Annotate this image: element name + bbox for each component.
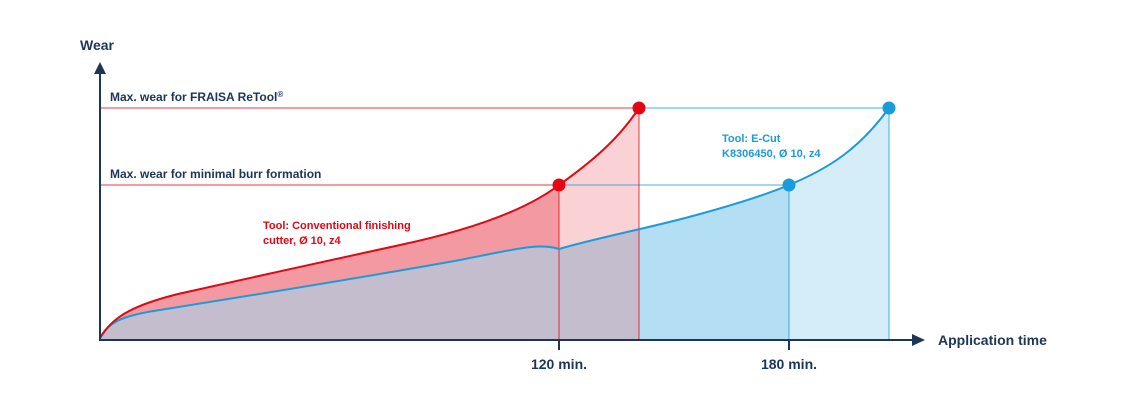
y-axis-arrow [94, 62, 106, 74]
e-cut-extension-area [100, 108, 889, 339]
x-tick-label-120: 120 min. [531, 356, 587, 372]
red-tool-label-line1: Tool: Conventional finishing [263, 220, 411, 232]
x-axis-label: Application time [938, 332, 1047, 348]
conventional-cutter-wear-curve [99, 107, 640, 339]
red-tool-label-line2: cutter, Ø 10, z4 [263, 235, 342, 247]
x-axis-arrow [912, 334, 925, 346]
red-max-wear-point [632, 101, 646, 115]
blue-tool-label-line1: Tool: E-Cut [722, 133, 781, 145]
max-wear-retool-label: Max. wear for FRAISA ReTool® [110, 90, 283, 104]
blue-tool-label-line2: K8306450, Ø 10, z4 [722, 148, 821, 160]
registered-mark: ® [277, 90, 283, 99]
max-wear-burr-label: Max. wear for minimal burr formation [110, 167, 321, 181]
red-burr-limit-point [552, 178, 566, 192]
blue-burr-limit-point [782, 178, 796, 192]
x-tick-label-180: 180 min. [761, 356, 817, 372]
blue-max-wear-point [882, 101, 896, 115]
max-wear-retool-text: Max. wear for FRAISA ReTool [110, 90, 277, 104]
y-axis-label: Wear [80, 37, 115, 53]
